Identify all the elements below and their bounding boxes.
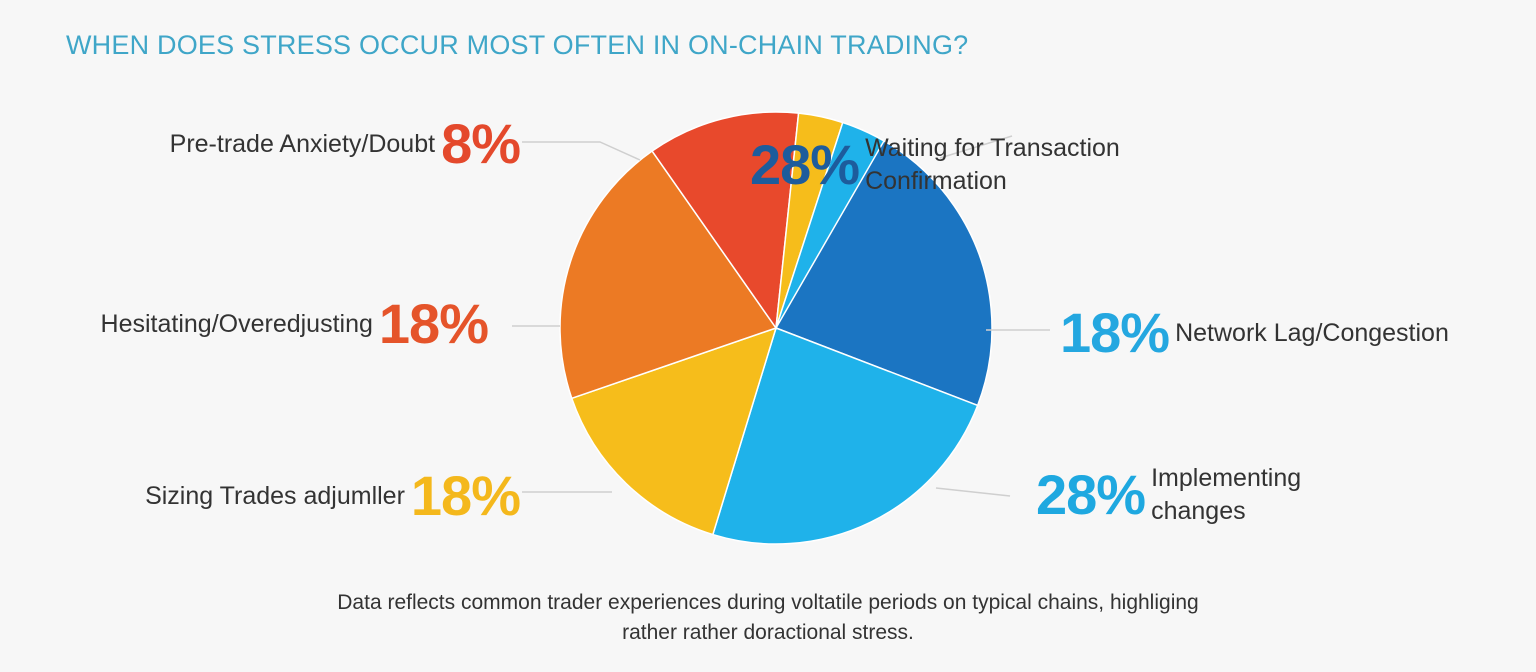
slice-implementing-changes	[711, 327, 979, 545]
label-waiting-confirmation: 28% Waiting for Transaction Confirmation	[750, 132, 1170, 198]
value-label: 18%	[378, 292, 489, 355]
footnote: Data reflects common trader experiences …	[0, 588, 1536, 648]
value-label: 18%	[1060, 301, 1170, 364]
label-sizing-trades: Sizing Trades adjumller 18%	[145, 464, 521, 527]
category-label: Pre-trade Anxiety/Doubt	[169, 129, 436, 158]
chart-title: WHEN DOES STRESS OCCUR MOST OFTEN IN ON-…	[66, 30, 969, 60]
value-label: 28%	[1036, 463, 1146, 526]
slice-pre-trade-anxiety	[651, 111, 800, 331]
slice-hesitating	[559, 150, 778, 400]
label-implementing-changes: 28% Implementing changes	[1036, 462, 1301, 528]
category-label: Implementing changes	[1151, 464, 1302, 525]
footnote-line-2: rather rather doractional stress.	[622, 621, 914, 644]
category-label: Network Lag/Congestion	[1175, 318, 1449, 347]
category-label: Waiting for Transaction Confirmation	[865, 134, 1120, 195]
label-hesitating: Hesitating/Overedjusting 18%	[100, 292, 489, 355]
value-label: 18%	[410, 464, 521, 527]
footnote-line-1: Data reflects common trader experiences …	[337, 591, 1199, 614]
slice-sizing-trades	[570, 326, 778, 536]
leader-line	[935, 487, 1011, 497]
category-label: Hesitating/Overedjusting	[100, 309, 373, 338]
value-label: 28%	[750, 133, 860, 196]
slice-extra-blue	[775, 121, 886, 329]
leader-line	[522, 141, 641, 161]
label-network-lag: 18% Network Lag/Congestion	[1060, 305, 1449, 361]
value-label: 8%	[441, 112, 521, 175]
category-label: Sizing Trades adjumller	[145, 481, 405, 510]
label-pre-trade-anxiety: Pre-trade Anxiety/Doubt 8%	[169, 112, 521, 175]
leader-line	[939, 135, 1013, 159]
